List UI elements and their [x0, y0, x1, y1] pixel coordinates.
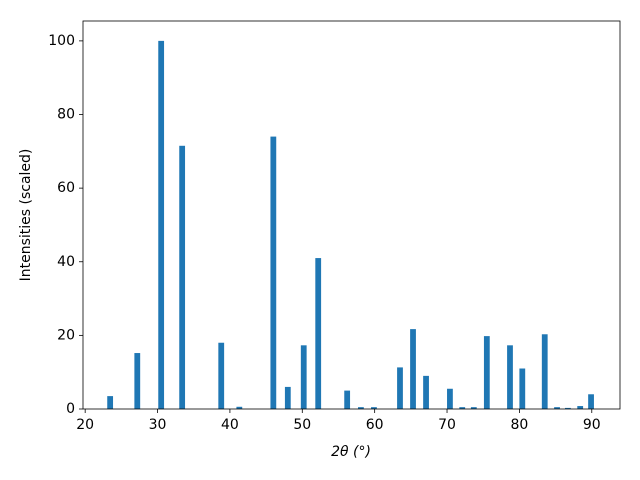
x-tick-label: 40	[221, 417, 239, 433]
bar	[564, 407, 571, 409]
x-tick-label: 20	[76, 417, 94, 433]
bar	[358, 407, 364, 409]
x-axis-label: 2θ (°)	[331, 444, 371, 460]
plot-frame	[82, 20, 621, 410]
bar	[371, 407, 377, 409]
bar	[107, 396, 114, 409]
bar	[218, 342, 225, 409]
y-axis-label: Intensities (scaled)	[18, 149, 34, 282]
bar	[507, 345, 513, 409]
bar	[519, 368, 526, 409]
x-tick-label: 90	[583, 417, 601, 433]
bar	[470, 407, 477, 409]
y-tick-label: 20	[57, 327, 75, 343]
y-tick-label: 0	[66, 401, 75, 417]
bar	[300, 345, 307, 409]
bar	[179, 145, 186, 410]
bar	[270, 136, 277, 409]
bar	[344, 390, 351, 409]
x-tick-label: 60	[366, 417, 384, 433]
bar	[284, 386, 291, 409]
bar	[410, 329, 416, 409]
bar	[483, 336, 490, 409]
bar	[397, 367, 403, 409]
x-tick-label: 30	[149, 417, 167, 433]
bar	[447, 388, 453, 409]
bar	[577, 406, 584, 409]
bar	[236, 406, 243, 409]
bar	[554, 407, 560, 409]
y-tick-label: 60	[57, 180, 75, 196]
x-tick-label: 80	[510, 417, 528, 433]
y-tick-label: 40	[57, 254, 75, 270]
x-tick-label: 50	[293, 417, 311, 433]
x-tick-label: 70	[438, 417, 456, 433]
bar	[134, 353, 141, 409]
bar	[541, 334, 548, 409]
bar	[315, 258, 322, 409]
bar	[459, 407, 466, 409]
bar	[158, 40, 165, 409]
bar	[588, 394, 594, 409]
y-tick-label: 80	[57, 107, 75, 123]
y-tick-label: 100	[48, 33, 75, 49]
bar	[423, 375, 429, 409]
